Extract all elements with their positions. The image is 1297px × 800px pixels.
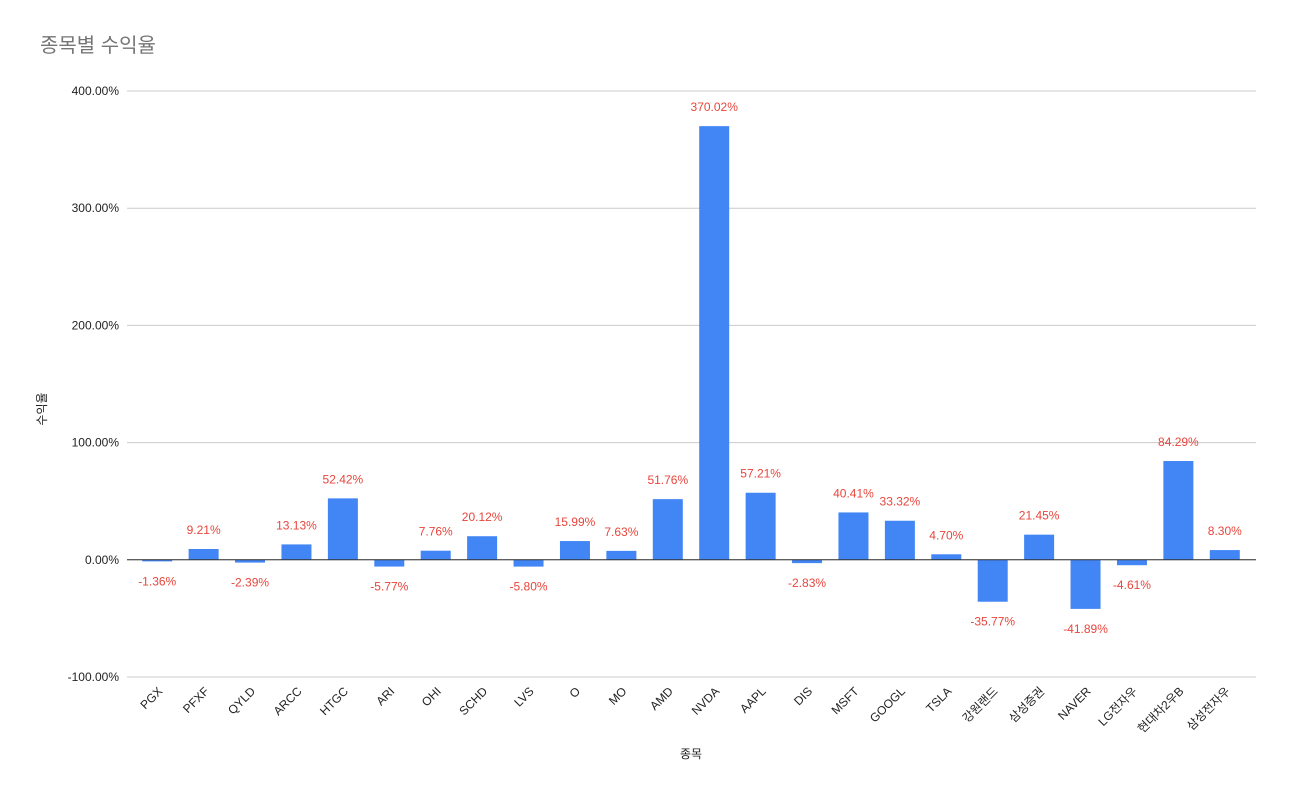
x-tick-label: 현대차2우B [1135,684,1187,736]
value-label: -1.36% [138,574,176,588]
chart-title: 종목별 수익율 [40,34,156,57]
bar [977,559,1008,602]
bar [699,126,730,560]
value-label: 15.99% [555,515,596,529]
value-label: 57.21% [740,467,781,481]
x-tick-label: PGX [138,684,166,712]
value-label: 8.30% [1208,524,1242,538]
x-tick-label: GOOGL [867,684,908,725]
x-tick-label: 삼성전자우 [1184,684,1233,733]
bar [559,541,590,560]
bar [652,499,683,560]
x-tick-label: AMD [647,684,676,713]
x-tick-label: 강원랜드 [960,684,1001,725]
value-label: -4.61% [1113,578,1151,592]
value-label: 7.76% [419,525,453,539]
bar [1163,461,1194,560]
bar [235,559,266,563]
bar [884,520,915,560]
bar [1209,550,1240,560]
value-label: 9.21% [187,523,221,537]
bar [142,559,173,562]
y-tick-label: 0.00% [85,553,119,567]
value-label: 13.13% [276,518,317,532]
x-tick-label: HTGC [317,684,351,718]
bar [792,559,823,564]
y-tick-label: 100.00% [72,436,120,450]
x-tick-label: OHI [419,684,444,709]
value-label: -2.39% [231,576,269,590]
bar [838,512,869,560]
value-label: 33.32% [880,495,921,509]
bar [327,498,358,560]
bar [931,554,962,560]
bar [606,550,637,560]
value-label: 370.02% [691,100,739,114]
bar [374,559,405,567]
value-label: -41.89% [1063,622,1108,636]
y-tick-label: 200.00% [72,318,120,332]
value-label: 20.12% [462,510,503,524]
x-tick-label: O [567,684,584,701]
bar [745,492,776,560]
value-label: -35.77% [970,615,1015,629]
value-label: 84.29% [1158,435,1199,449]
value-label: 7.63% [604,525,638,539]
bar [513,559,544,567]
x-tick-label: SCHD [456,684,490,718]
value-label: 51.76% [647,473,688,487]
x-tick-label: ARCC [271,684,305,718]
x-tick-label: NAVER [1055,684,1094,723]
value-label: -5.80% [510,580,548,594]
value-label: -2.83% [788,576,826,590]
value-label: -5.77% [370,580,408,594]
bar [467,536,498,560]
value-label: 21.45% [1019,509,1060,523]
y-tick-label: 300.00% [72,201,120,215]
x-tick-label: 삼성증권 [1006,684,1047,725]
bar [1024,534,1055,560]
x-tick-label: TSLA [923,684,954,715]
y-axis-label: 수익율 [35,392,49,425]
bar [188,549,219,560]
x-tick-label: LG전자우 [1095,684,1140,729]
bar [1070,559,1101,609]
x-tick-label: AAPL [737,684,769,716]
x-axis-label: 종목 [680,747,702,761]
bar [1116,559,1147,566]
x-tick-label: QYLD [225,684,258,717]
x-tick-label: LVS [511,684,536,709]
bar [420,550,451,560]
y-tick-label: -100.00% [68,670,120,684]
x-tick-label: ARI [373,684,397,708]
x-tick-label: MSFT [829,684,862,717]
bar [281,544,312,560]
y-tick-label: 400.00% [72,84,120,98]
x-tick-label: MO [606,684,630,708]
value-label: 4.70% [929,528,963,542]
x-tick-label: PFXF [180,684,212,716]
x-tick-label: NVDA [689,684,722,717]
x-tick-label: DIS [791,684,815,708]
value-label: 40.41% [833,486,874,500]
value-label: 52.42% [323,472,364,486]
